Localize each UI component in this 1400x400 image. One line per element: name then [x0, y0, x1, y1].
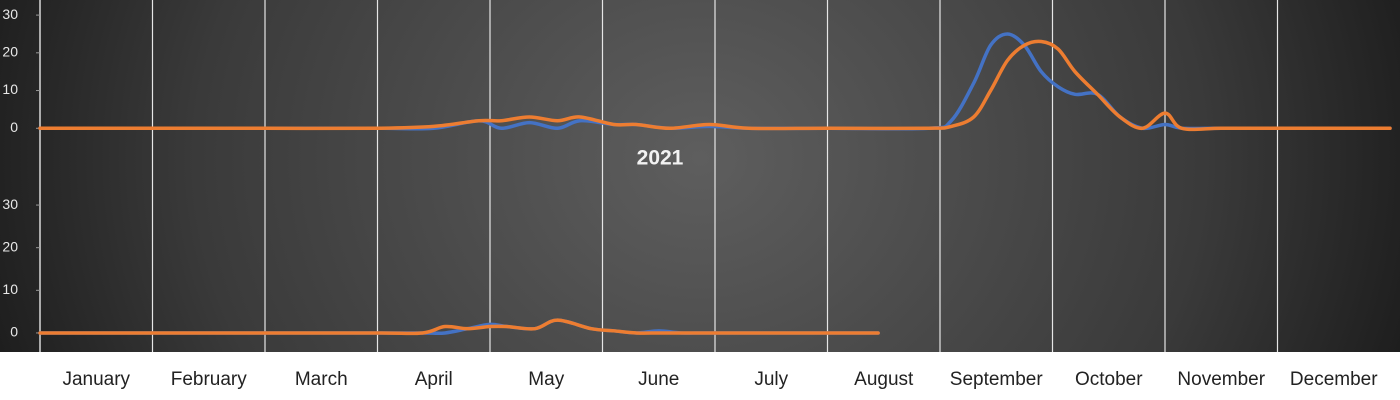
plot-background — [0, 0, 1400, 352]
y-tick-label: 20 — [2, 44, 18, 60]
x-tick-label: March — [295, 369, 348, 390]
x-tick-label: August — [854, 369, 914, 390]
x-tick-label: September — [950, 369, 1044, 390]
x-tick-label: April — [415, 369, 453, 390]
x-tick-label: May — [528, 369, 564, 390]
series-line — [38, 318, 880, 336]
x-tick-label: January — [62, 369, 130, 390]
y-tick-label: 10 — [2, 281, 18, 297]
chart-title: 2021 — [637, 147, 684, 170]
y-tick-label: 0 — [10, 324, 18, 340]
series-line — [38, 39, 1392, 132]
y-tick-label: 10 — [2, 81, 18, 97]
x-tick-label: December — [1290, 369, 1378, 390]
x-tick-label: June — [638, 369, 679, 390]
x-tick-label: July — [754, 369, 788, 390]
y-tick-label: 20 — [2, 238, 18, 254]
y-tick-label: 30 — [2, 196, 18, 212]
x-tick-label: October — [1075, 369, 1143, 390]
y-tick-label: 0 — [10, 119, 18, 135]
y-tick-label: 30 — [2, 6, 18, 22]
x-tick-label: November — [1177, 369, 1265, 390]
x-tick-label: February — [171, 369, 248, 390]
